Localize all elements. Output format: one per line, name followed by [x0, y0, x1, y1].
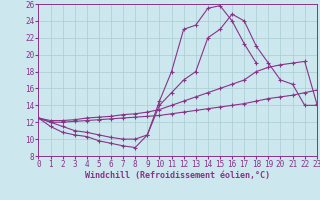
X-axis label: Windchill (Refroidissement éolien,°C): Windchill (Refroidissement éolien,°C)	[85, 171, 270, 180]
